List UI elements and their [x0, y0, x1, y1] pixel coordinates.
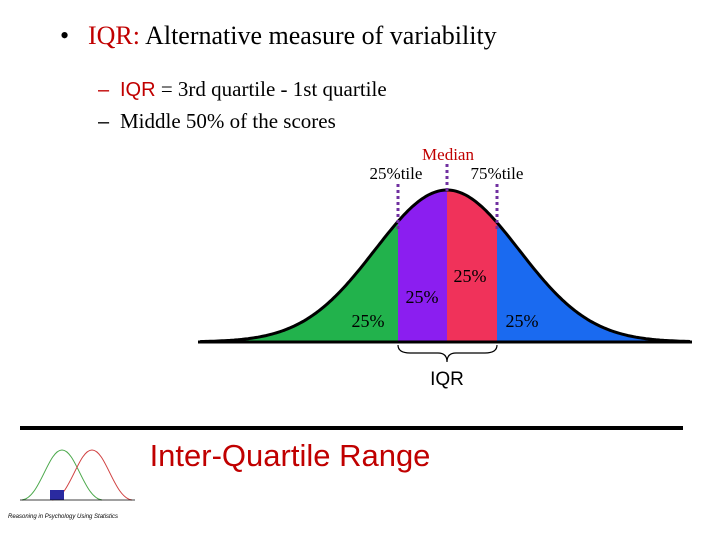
bullet-text: Middle 50% of the scores [120, 109, 336, 133]
area-label: 25% [506, 311, 539, 331]
logo-curve [21, 449, 103, 501]
logo-bars [50, 490, 64, 500]
median-label: Median [422, 145, 474, 164]
area-label: 25% [454, 266, 487, 286]
q3-label: 75%tile [471, 164, 524, 183]
curve-area [497, 222, 690, 342]
logo-curve [51, 449, 133, 501]
quartile-lines [396, 164, 499, 232]
iqr-brace [397, 344, 498, 363]
title-text: Alternative measure of variability [145, 21, 497, 50]
logo-caption: Reasoning in Psychology Using Statistics [8, 514, 118, 520]
curve-area [200, 221, 398, 342]
area-label: 25% [406, 287, 439, 307]
title: IQR: Alternative measure of variability [88, 21, 497, 50]
title-term: IQR: [88, 21, 140, 50]
curve-outline [199, 188, 691, 344]
iqr-label: IQR [430, 369, 464, 390]
area-label: 25% [352, 311, 385, 331]
dash: – [98, 111, 110, 133]
logo [20, 449, 135, 501]
dash: – [98, 79, 110, 101]
bullet-text: = 3rd quartile - 1st quartile [161, 77, 387, 101]
curve-area [447, 190, 497, 342]
bullet-term: IQR [120, 79, 156, 101]
footer-heading: Inter-Quartile Range [150, 438, 431, 473]
normal-curve [198, 188, 692, 344]
bullet: IQR = 3rd quartile - 1st quartile [120, 77, 387, 101]
bullet-marker: • [60, 21, 69, 50]
curve-area [398, 190, 447, 342]
q1-label: 25%tile [370, 164, 423, 183]
